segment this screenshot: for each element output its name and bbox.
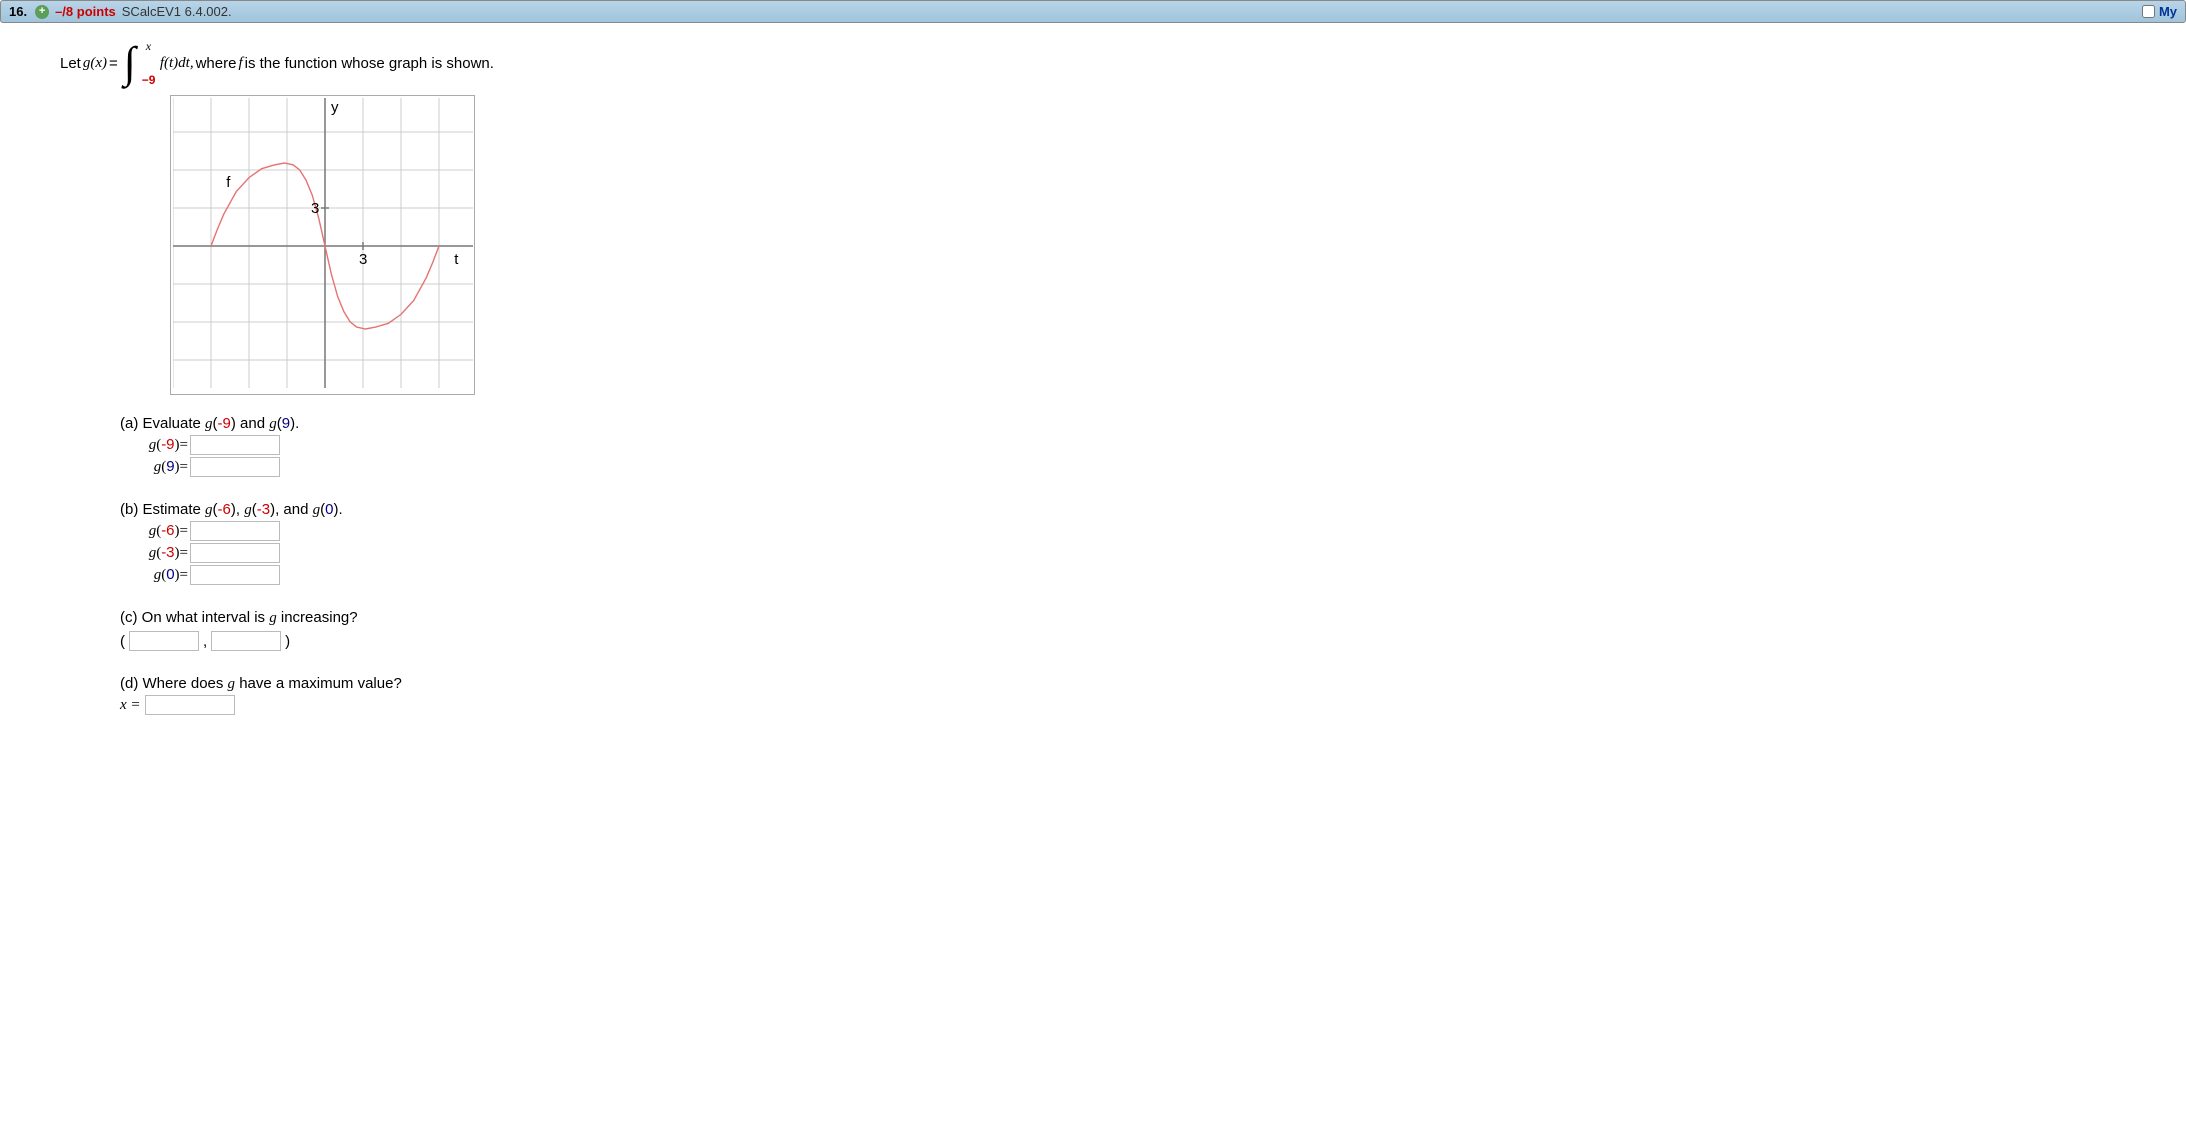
expand-icon[interactable]: + bbox=[35, 5, 49, 19]
part-a-label: g(-9)= bbox=[120, 436, 190, 454]
svg-text:3: 3 bbox=[311, 200, 319, 217]
pa-c2: ). bbox=[290, 415, 299, 432]
part-d-input[interactable] bbox=[145, 695, 235, 715]
part-b-label: g(-3)= bbox=[120, 544, 190, 562]
question-content: Let g(x) = ∫ x −9 f(t)dt, where f is the… bbox=[0, 23, 2186, 759]
svg-text:y: y bbox=[331, 99, 339, 116]
pd-g: g bbox=[228, 676, 236, 692]
pc-pre: (c) On what interval is bbox=[120, 609, 269, 626]
part-b-input-0[interactable] bbox=[190, 521, 280, 541]
intro-f: f bbox=[238, 55, 242, 72]
part-b-row: g(0)= bbox=[120, 565, 2186, 585]
svg-text:t: t bbox=[454, 251, 459, 268]
part-a-input-1[interactable] bbox=[190, 457, 280, 477]
interval-upper-input[interactable] bbox=[211, 631, 281, 651]
interval-comma: , bbox=[203, 633, 207, 650]
pd-xlabel: x = bbox=[120, 697, 141, 714]
pd-pre: (d) Where does bbox=[120, 675, 228, 692]
pc-suf: increasing? bbox=[277, 609, 358, 626]
pa-and: and bbox=[236, 415, 269, 432]
pb-v1: -3 bbox=[257, 501, 270, 518]
part-b-label: g(-6)= bbox=[120, 522, 190, 540]
integral-lower: −9 bbox=[142, 73, 156, 87]
intro-suffix2: is the function whose graph is shown. bbox=[245, 55, 494, 72]
pb-pre: (b) Estimate bbox=[120, 501, 205, 518]
integral-sign-icon: ∫ bbox=[124, 41, 136, 85]
intro-equals: = bbox=[109, 55, 118, 72]
pb-g0: g bbox=[205, 502, 213, 518]
integral-upper: x bbox=[146, 39, 151, 54]
part-b-label: g(0)= bbox=[120, 566, 190, 584]
intro-suffix: where bbox=[196, 55, 237, 72]
function-graph: y t f 3 3 bbox=[173, 98, 473, 388]
question-number: 16. bbox=[9, 4, 27, 19]
intro-prefix: Let bbox=[60, 55, 81, 72]
interval-lower-input[interactable] bbox=[129, 631, 199, 651]
part-d-row: x = bbox=[120, 695, 2186, 715]
pd-suf: have a maximum value? bbox=[235, 675, 402, 692]
part-b-row: g(-6)= bbox=[120, 521, 2186, 541]
svg-text:f: f bbox=[226, 174, 231, 191]
pb-v0: -6 bbox=[218, 501, 231, 518]
pa-pre: (a) Evaluate bbox=[120, 415, 205, 432]
pb-g2: g bbox=[313, 502, 321, 518]
interval-row: ( , ) bbox=[120, 631, 2186, 651]
svg-text:3: 3 bbox=[359, 251, 367, 268]
part-a-rows: g(-9)= g(9)= bbox=[120, 435, 2186, 477]
pa-g2: g bbox=[269, 416, 277, 432]
pb-and: , and bbox=[275, 501, 313, 518]
question-header: 16. + –/8 points SCalcEV1 6.4.002. My bbox=[0, 0, 2186, 23]
part-b-input-2[interactable] bbox=[190, 565, 280, 585]
part-d: (d) Where does g have a maximum value? x… bbox=[120, 675, 2186, 715]
question-source: SCalcEV1 6.4.002. bbox=[122, 4, 232, 19]
part-a-prompt: (a) Evaluate g(-9) and g(9). bbox=[120, 415, 2186, 433]
part-d-prompt: (d) Where does g have a maximum value? bbox=[120, 675, 2186, 693]
pb-end: . bbox=[338, 501, 342, 518]
part-a-label: g(9)= bbox=[120, 458, 190, 476]
intro-line: Let g(x) = ∫ x −9 f(t)dt, where f is the… bbox=[60, 41, 2186, 85]
pa-v2: 9 bbox=[282, 415, 290, 432]
part-a-row: g(9)= bbox=[120, 457, 2186, 477]
pc-g: g bbox=[269, 610, 277, 626]
points-text: –/8 points bbox=[55, 4, 116, 19]
part-b: (b) Estimate g(-6), g(-3), and g(0). g(-… bbox=[120, 501, 2186, 585]
integral-block: ∫ x −9 bbox=[124, 41, 136, 85]
my-checkbox[interactable] bbox=[2142, 5, 2155, 18]
interval-open: ( bbox=[120, 633, 125, 650]
my-label: My bbox=[2159, 4, 2177, 19]
pb-s1: , bbox=[236, 501, 244, 518]
integrand: f(t)dt, bbox=[160, 55, 194, 72]
part-a: (a) Evaluate g(-9) and g(9). g(-9)= g(9)= bbox=[120, 415, 2186, 477]
part-b-row: g(-3)= bbox=[120, 543, 2186, 563]
pb-g1: g bbox=[244, 502, 252, 518]
part-b-input-1[interactable] bbox=[190, 543, 280, 563]
pa-v1: -9 bbox=[218, 415, 231, 432]
header-right: My bbox=[2142, 4, 2177, 19]
part-b-rows: g(-6)= g(-3)= g(0)= bbox=[120, 521, 2186, 585]
part-c-prompt: (c) On what interval is g increasing? bbox=[120, 609, 2186, 627]
part-c: (c) On what interval is g increasing? ( … bbox=[120, 609, 2186, 651]
part-a-input-0[interactable] bbox=[190, 435, 280, 455]
part-a-row: g(-9)= bbox=[120, 435, 2186, 455]
pa-g1: g bbox=[205, 416, 213, 432]
intro-gx: g(x) bbox=[83, 55, 107, 72]
part-b-prompt: (b) Estimate g(-6), g(-3), and g(0). bbox=[120, 501, 2186, 519]
interval-close: ) bbox=[285, 633, 290, 650]
chart-container: y t f 3 3 bbox=[170, 95, 475, 395]
parts: (a) Evaluate g(-9) and g(9). g(-9)= g(9)=… bbox=[120, 415, 2186, 715]
